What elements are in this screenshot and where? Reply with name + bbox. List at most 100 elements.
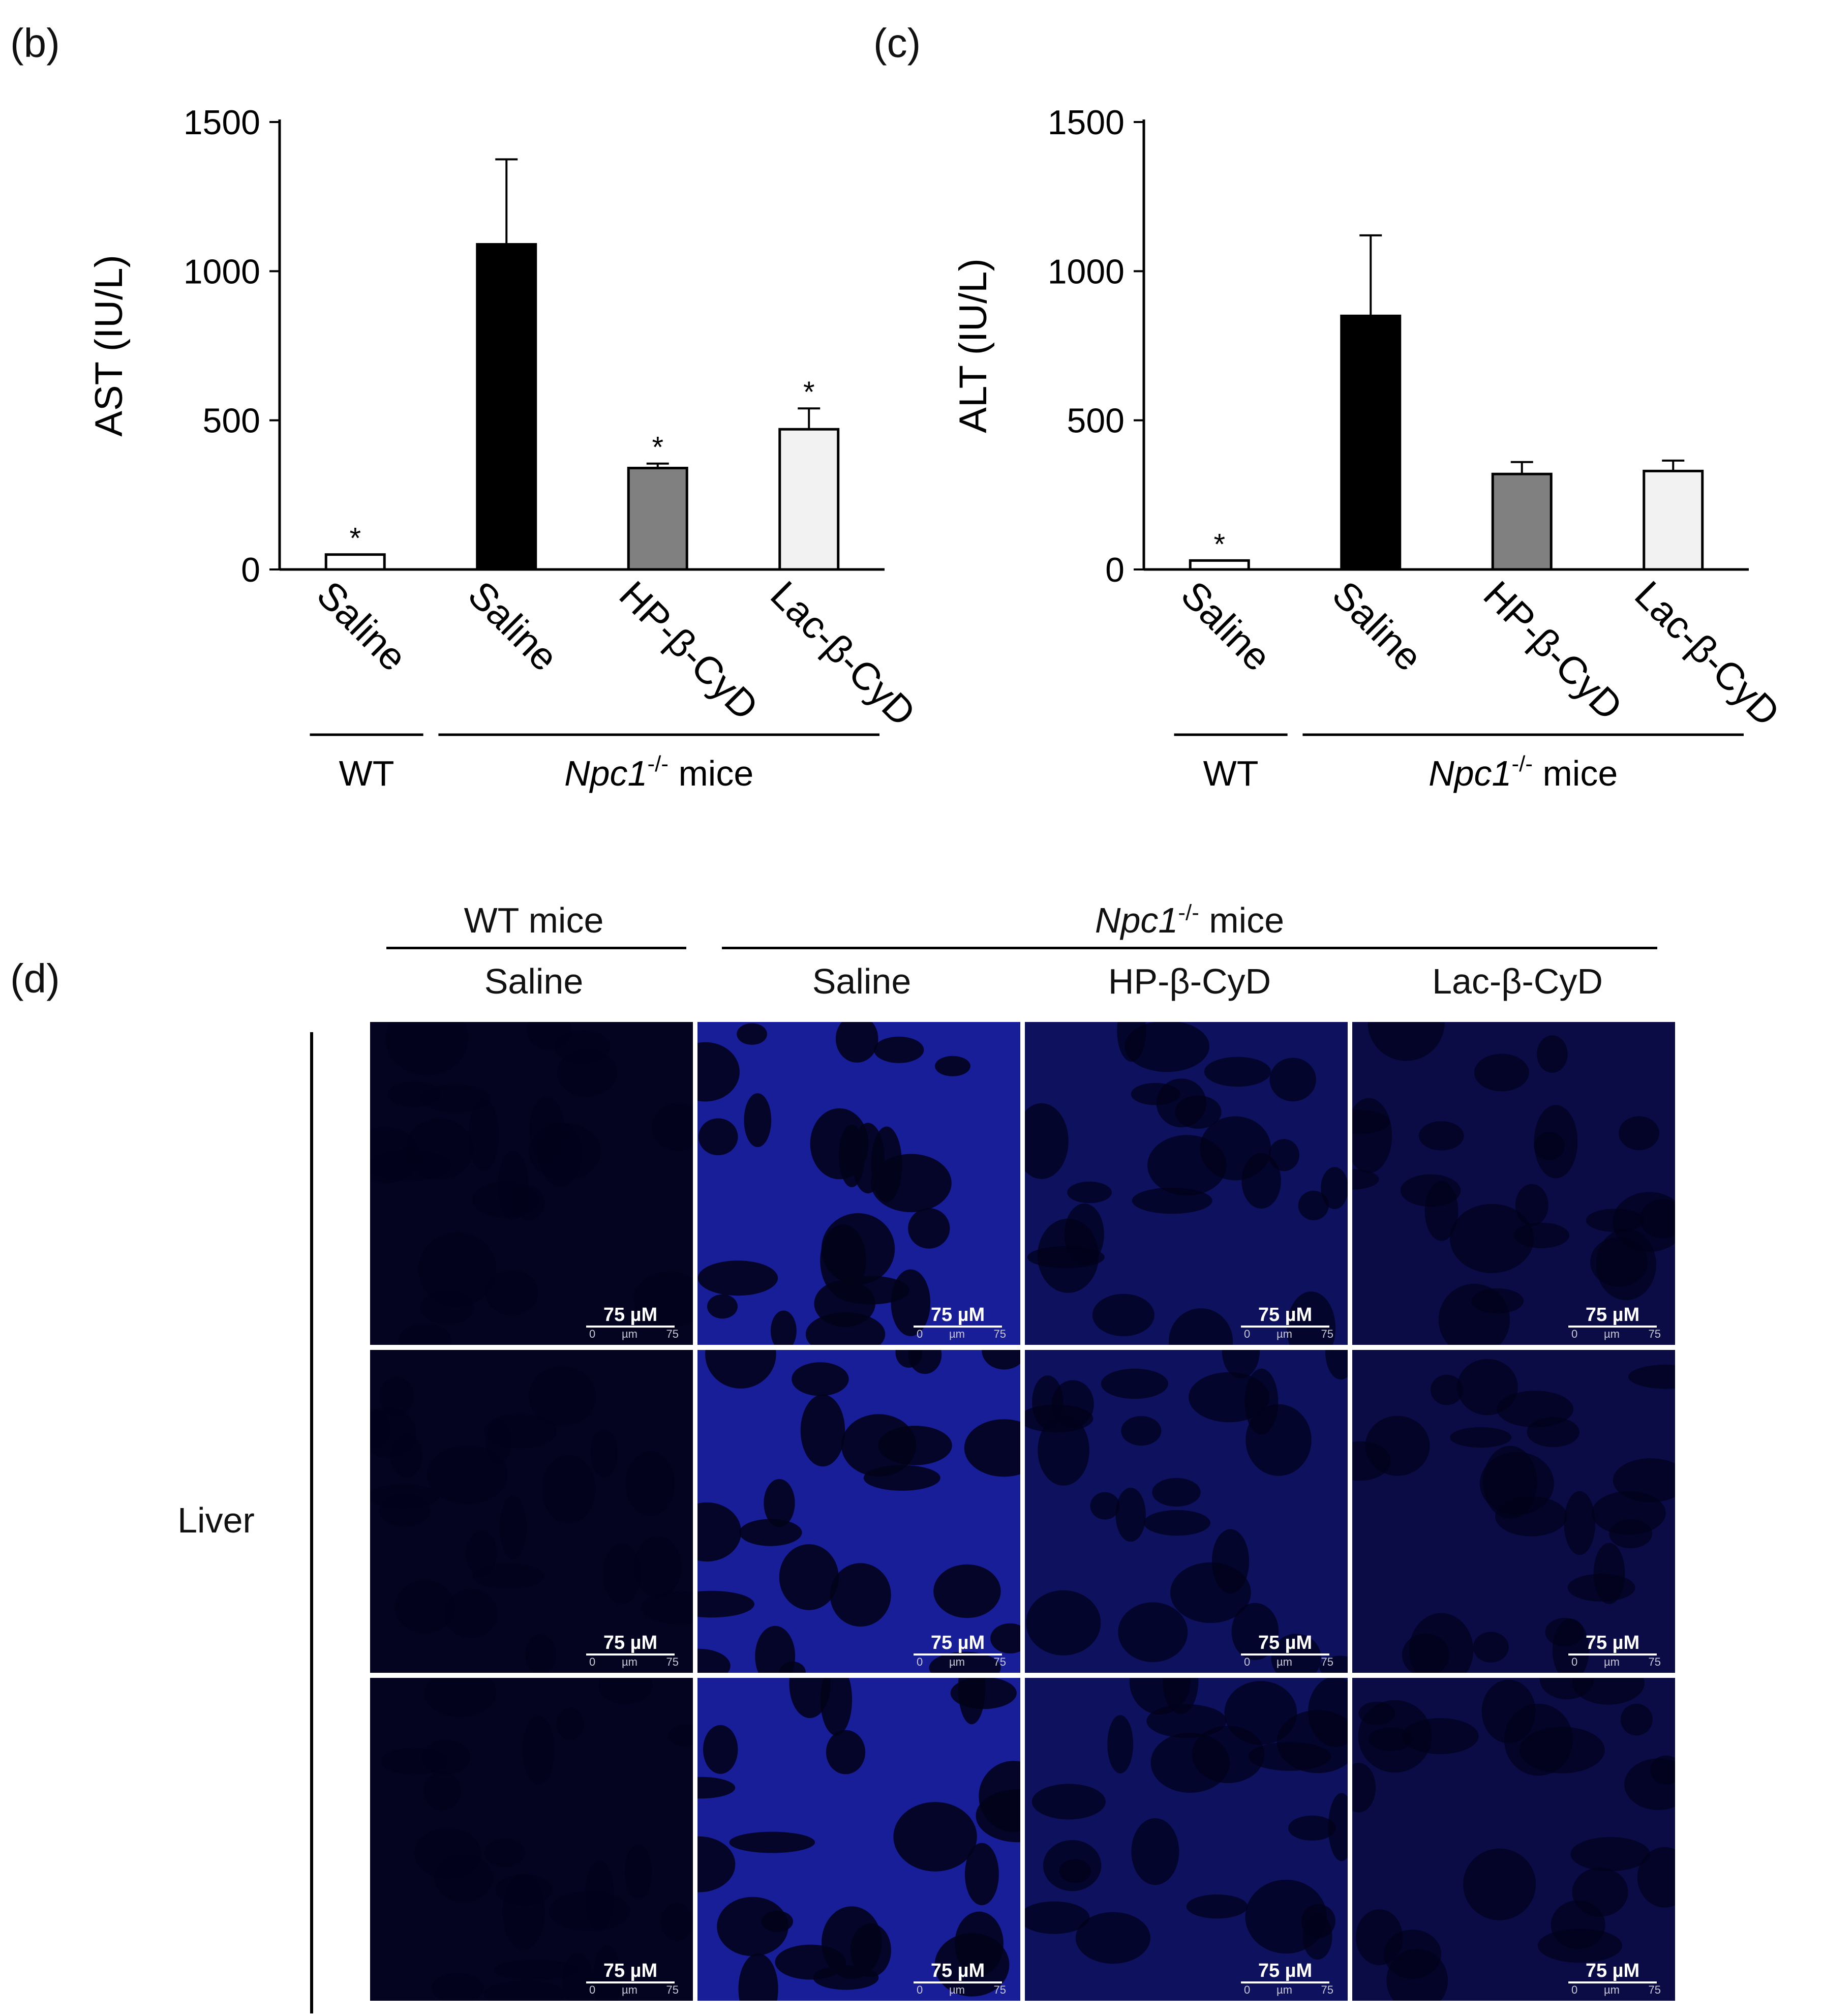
dark-vacuole <box>557 1049 617 1097</box>
dark-vacuole <box>779 1544 839 1610</box>
dark-vacuole <box>697 1836 736 1892</box>
scale-bar-line <box>914 1981 1002 1983</box>
scale-tick-end: 75 <box>1648 1328 1661 1340</box>
dark-vacuole <box>593 1945 621 2001</box>
dark-vacuole <box>1534 1105 1578 1179</box>
dark-vacuole <box>908 1208 950 1249</box>
dark-vacuole <box>1356 1909 1403 1966</box>
y-tick-label-3: 1500 <box>184 103 260 142</box>
dark-vacuole <box>1352 1169 1379 1190</box>
scale-tick-unit: µm <box>1604 1983 1620 1996</box>
dark-vacuole <box>1552 1618 1589 1673</box>
dark-vacuole <box>697 1648 731 1673</box>
scale-tick-start: 0 <box>1244 1656 1251 1668</box>
scale-tick-unit: µm <box>1277 1656 1293 1668</box>
dark-vacuole <box>1067 1181 1112 1203</box>
dark-vacuole <box>1169 1308 1233 1345</box>
fluorescence-image <box>1025 1678 1348 2001</box>
dark-vacuole <box>484 1838 525 1868</box>
dark-vacuole <box>1325 1350 1348 1380</box>
scale-tick-end: 75 <box>1321 1983 1333 1996</box>
scale-bar-line <box>586 1653 675 1656</box>
dark-vacuole <box>1075 1912 1150 1964</box>
dark-vacuole <box>1090 1492 1120 1520</box>
dark-vacuole <box>738 1953 778 2001</box>
npc1-mice-header: Npc1-/- mice <box>722 900 1657 941</box>
dark-vacuole <box>1204 1057 1271 1087</box>
dark-vacuole <box>933 1564 1001 1618</box>
wt-mice-header: WT mice <box>464 900 604 940</box>
micrograph-tile-r2-c1: 75 µM 0 µm 75 <box>370 1350 693 1673</box>
scale-tick-end: 75 <box>1321 1328 1333 1340</box>
dark-vacuole <box>495 1874 553 1905</box>
dark-vacuole <box>1624 1758 1675 1810</box>
dark-vacuole <box>1474 1054 1529 1092</box>
dark-vacuole <box>764 1479 795 1527</box>
scale-bar-label: 75 µM <box>930 1960 985 1981</box>
dark-vacuole <box>472 1182 539 1218</box>
dark-vacuole <box>707 1294 738 1319</box>
bar-2 <box>1491 472 1553 571</box>
dark-vacuole <box>1567 1574 1635 1602</box>
dark-vacuole <box>771 1310 797 1345</box>
dark-vacuole <box>406 1118 473 1180</box>
y-tick-label-3: 1500 <box>1048 103 1125 142</box>
dark-vacuole <box>958 1678 986 1725</box>
dark-vacuole <box>1175 1095 1222 1129</box>
group-label-npc1-gene: Npc1 <box>564 754 647 793</box>
row-label-liver: Liver <box>177 1500 255 1540</box>
scale-bar-line <box>914 1653 1002 1656</box>
group-label-npc1-sup: -/- <box>648 751 669 776</box>
scale-tick-start: 0 <box>1244 1328 1251 1340</box>
dark-vacuole <box>1619 1116 1659 1151</box>
dark-vacuole <box>835 1022 878 1063</box>
dark-vacuole <box>661 1903 693 1941</box>
dark-vacuole <box>697 1777 736 1799</box>
dark-vacuole <box>1572 1867 1628 1917</box>
scale-bar: 75 µM 0 µm 75 <box>1237 1632 1333 1668</box>
dark-vacuole <box>874 1036 924 1063</box>
scale-bar: 75 µM 0 µm 75 <box>1237 1961 1333 1996</box>
scale-bar: 75 µM 0 µm 75 <box>909 1633 1006 1668</box>
dark-vacuole <box>990 1623 1020 1653</box>
bar-3 <box>778 428 840 571</box>
dark-vacuole <box>779 1661 806 1673</box>
dark-vacuole <box>965 1843 999 1906</box>
dark-vacuole <box>529 1123 601 1180</box>
scale-bar-line <box>1241 1981 1329 1983</box>
fluorescence-image <box>697 1022 1020 1345</box>
scale-tick-unit: µm <box>622 1328 638 1340</box>
scale-tick-start: 0 <box>589 1656 596 1668</box>
fluorescence-image <box>1352 1350 1675 1673</box>
scale-tick-start: 0 <box>917 1656 923 1668</box>
npc1-header-sup: -/- <box>1178 900 1199 925</box>
scale-bar-line <box>1568 1326 1657 1328</box>
y-tick-label-2: 1000 <box>1048 252 1125 291</box>
dark-vacuole <box>1596 1228 1656 1301</box>
column-header-1: Saline <box>484 961 584 1001</box>
dark-vacuole <box>982 1350 1020 1370</box>
dark-vacuole <box>556 1707 584 1740</box>
scale-tick-start: 0 <box>917 1983 923 1996</box>
dark-vacuole <box>379 1377 414 1416</box>
dark-vacuole <box>1107 1715 1134 1773</box>
micrograph-tile-r1-c3: 75 µM 0 µm 75 <box>1025 1022 1348 1345</box>
dark-vacuole <box>542 1455 596 1524</box>
scale-bar-label: 75 µM <box>603 1304 658 1326</box>
scale-tick-start: 0 <box>589 1328 596 1340</box>
dark-vacuole <box>1386 1948 1448 2001</box>
dark-vacuole <box>697 1502 742 1562</box>
scale-tick-end: 75 <box>1321 1656 1333 1668</box>
dark-vacuole <box>1628 1364 1675 1389</box>
dark-vacuole <box>1409 1613 1474 1673</box>
dark-vacuole <box>1450 1203 1534 1273</box>
dark-vacuole <box>624 1845 652 1899</box>
scale-bar-line <box>1568 1653 1657 1656</box>
dark-vacuole <box>697 1042 740 1102</box>
dark-vacuole <box>744 1093 772 1148</box>
dark-vacuole <box>697 1260 778 1296</box>
scale-bar-label: 75 µM <box>1258 1632 1313 1653</box>
dark-vacuole <box>775 1944 846 1980</box>
dark-vacuole <box>423 1771 461 1811</box>
scale-bar: 75 µM 0 µm 75 <box>582 1961 679 1996</box>
